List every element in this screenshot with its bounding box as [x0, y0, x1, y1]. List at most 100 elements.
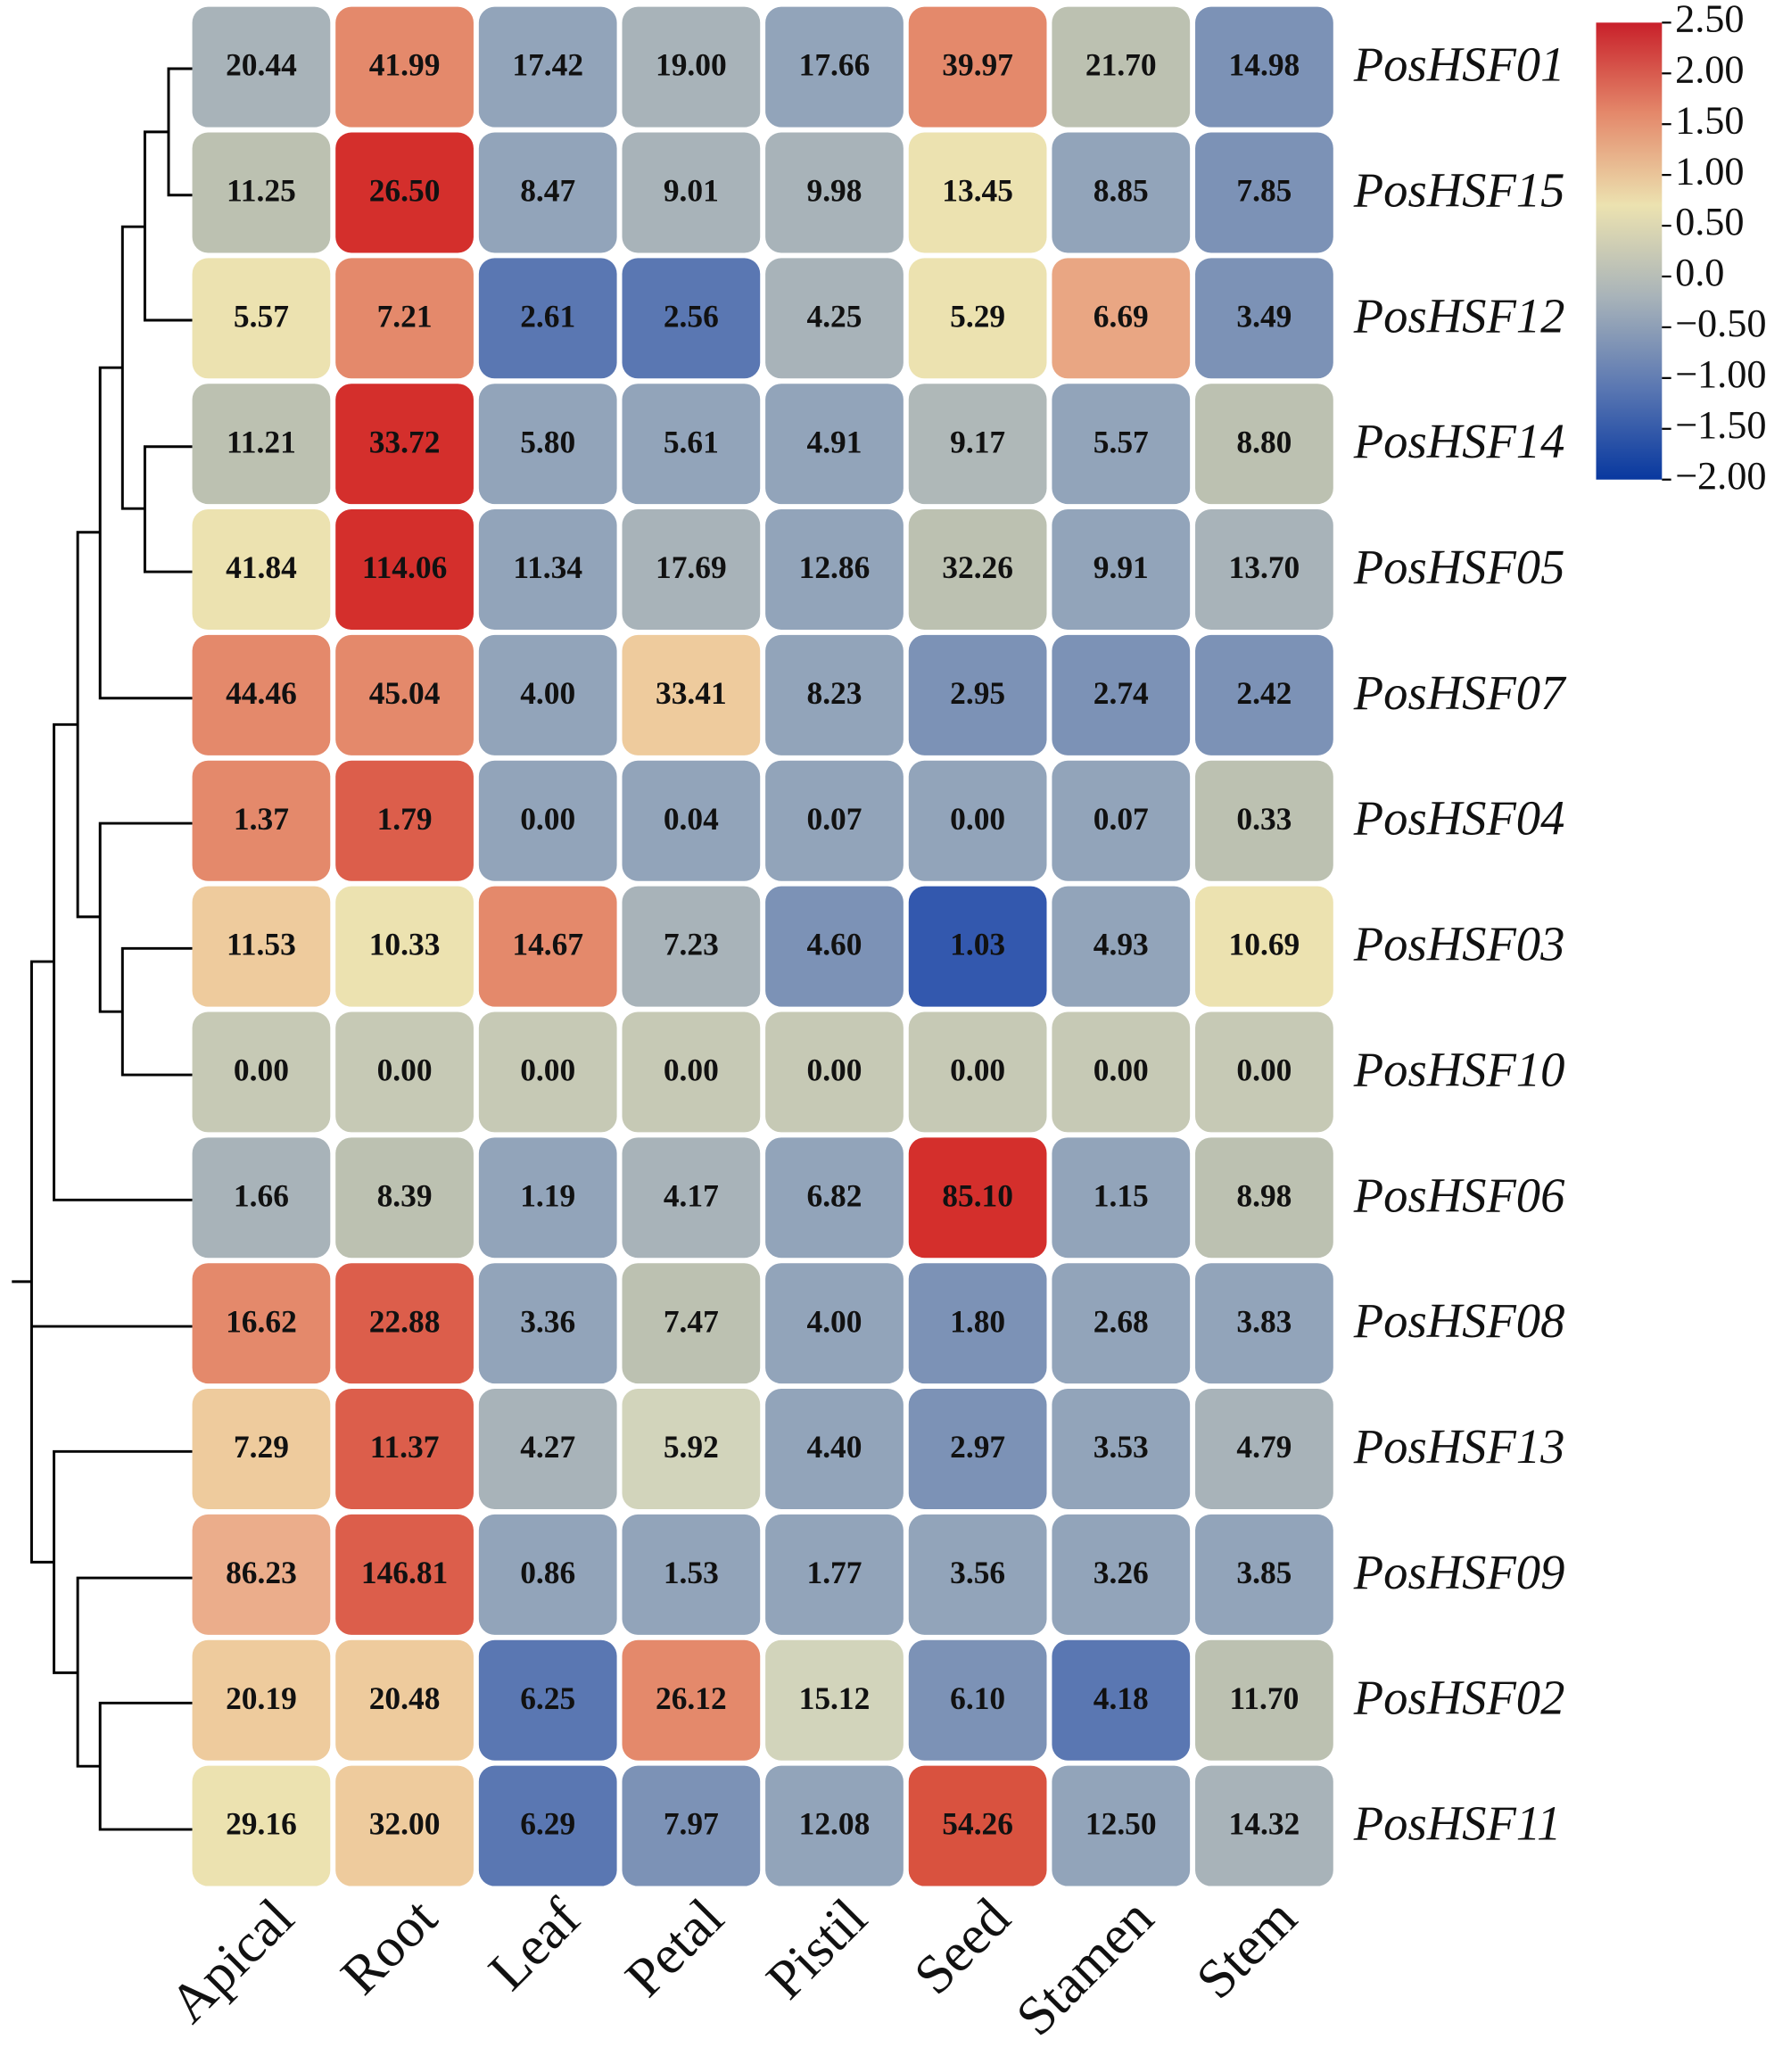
cell-label: 3.85 [1236, 1555, 1292, 1590]
heatmap-cell [192, 1137, 331, 1259]
cell-label: 3.49 [1236, 298, 1292, 334]
cell-label: 0.07 [806, 801, 862, 837]
cell-label: 41.99 [369, 47, 441, 83]
cell-label: 33.41 [656, 675, 727, 711]
heatmap-cell [478, 886, 617, 1007]
colorbar-tick-label: −2.00 [1675, 454, 1766, 498]
row-label: PosHSF05 [1353, 540, 1565, 594]
row-label: PosHSF02 [1353, 1671, 1565, 1725]
heatmap-cell [478, 258, 617, 379]
heatmap-cell [192, 509, 331, 631]
cell-label: 2.68 [1094, 1303, 1149, 1339]
cell-label: 8.39 [377, 1177, 433, 1213]
heatmap-cell [335, 258, 474, 379]
cell-label: 2.74 [1094, 675, 1149, 711]
cell-label: 4.91 [806, 424, 862, 459]
cell-label: 0.00 [950, 801, 1005, 837]
heatmap-cell [765, 384, 904, 505]
row-label: PosHSF13 [1353, 1419, 1565, 1474]
column-label: Petal [615, 1887, 736, 2009]
cell-label: 4.60 [806, 927, 862, 962]
heatmap-cell [1195, 1011, 1333, 1133]
heatmap-cell [1052, 886, 1191, 1007]
cell-label: 4.93 [1094, 927, 1149, 962]
column-label: Stem [1185, 1887, 1308, 2010]
cell-label: 8.80 [1236, 424, 1292, 459]
heatmap-cell [1195, 634, 1333, 755]
heatmap-cell [1195, 1765, 1333, 1886]
cell-label: 12.86 [799, 549, 871, 585]
heatmap-cell [1195, 1137, 1333, 1259]
heatmap-cell [622, 1514, 761, 1635]
heatmap-cell [765, 1011, 904, 1133]
colorbar-tick-label: 2.50 [1675, 0, 1745, 41]
cell-label: 0.00 [520, 801, 575, 837]
heatmap-cell [622, 258, 761, 379]
cell-label: 54.26 [942, 1806, 1013, 1842]
row-label: PosHSF08 [1353, 1293, 1565, 1348]
cell-label: 7.23 [664, 927, 719, 962]
heatmap-cell [622, 1011, 761, 1133]
cell-label: 20.48 [369, 1680, 441, 1716]
cell-label: 4.27 [520, 1429, 575, 1465]
cell-label: 8.98 [1236, 1177, 1292, 1213]
heatmap-cell [622, 634, 761, 755]
heatmap-cell [192, 1011, 331, 1133]
heatmap-cell [192, 132, 331, 253]
heatmap-cell [192, 1389, 331, 1509]
heatmap-cell [622, 384, 761, 505]
cell-label: 0.00 [1236, 1053, 1292, 1088]
heatmap-cell [908, 1765, 1047, 1886]
cell-label: 4.79 [1236, 1429, 1292, 1465]
heatmap-cell [335, 1765, 474, 1886]
heatmap-cell [1195, 509, 1333, 631]
cell-label: 12.08 [799, 1806, 871, 1842]
cell-label: 17.42 [512, 47, 583, 83]
cell-label: 4.00 [520, 675, 575, 711]
cell-label: 4.18 [1094, 1680, 1149, 1716]
cell-label: 5.57 [234, 298, 289, 334]
cell-label: 1.66 [234, 1177, 289, 1213]
cell-label: 2.42 [1236, 675, 1292, 711]
cell-label: 7.85 [1236, 173, 1292, 209]
heatmap-cell [765, 1639, 904, 1761]
heatmap-cell [622, 6, 761, 128]
heatmap-cell [1195, 886, 1333, 1007]
heatmap-cell [1052, 634, 1191, 755]
heatmap-cell [1195, 1263, 1333, 1384]
heatmap-cell [1195, 258, 1333, 379]
heatmap-cell [622, 1389, 761, 1509]
cell-label: 5.57 [1094, 424, 1149, 459]
heatmap-cell [335, 1389, 474, 1509]
cell-label: 6.10 [950, 1680, 1005, 1716]
cell-label: 9.17 [950, 424, 1005, 459]
cell-label: 1.37 [234, 801, 289, 837]
heatmap-cell [765, 760, 904, 881]
cell-label: 0.00 [664, 1053, 719, 1088]
colorbar-tick-label: 0.0 [1675, 251, 1724, 294]
heatmap-cell [908, 384, 1047, 505]
heatmap-cell [908, 1137, 1047, 1259]
cell-label: 26.50 [369, 173, 441, 209]
heatmap-cell [622, 509, 761, 631]
heatmap-cell [1052, 1765, 1191, 1886]
cell-label: 0.07 [1094, 801, 1149, 837]
heatmap-cell [478, 1639, 617, 1761]
cell-label: 32.00 [369, 1806, 441, 1842]
heatmap-cell [192, 6, 331, 128]
heatmap-cell [335, 886, 474, 1007]
colorbar-tick-label: 2.00 [1675, 47, 1745, 91]
cell-label: 2.97 [950, 1429, 1005, 1465]
column-label: Leaf [477, 1887, 592, 2002]
heatmap-cell [1052, 1011, 1191, 1133]
cell-label: 29.16 [226, 1806, 297, 1842]
heatmap-cell [622, 886, 761, 1007]
heatmap-cell [908, 6, 1047, 128]
cell-label: 86.23 [226, 1555, 297, 1590]
cell-label: 3.36 [520, 1303, 575, 1339]
cell-label: 9.98 [806, 173, 862, 209]
cell-label: 12.50 [1085, 1806, 1157, 1842]
cell-label: 1.77 [806, 1555, 862, 1590]
heatmap-cell [908, 1639, 1047, 1761]
